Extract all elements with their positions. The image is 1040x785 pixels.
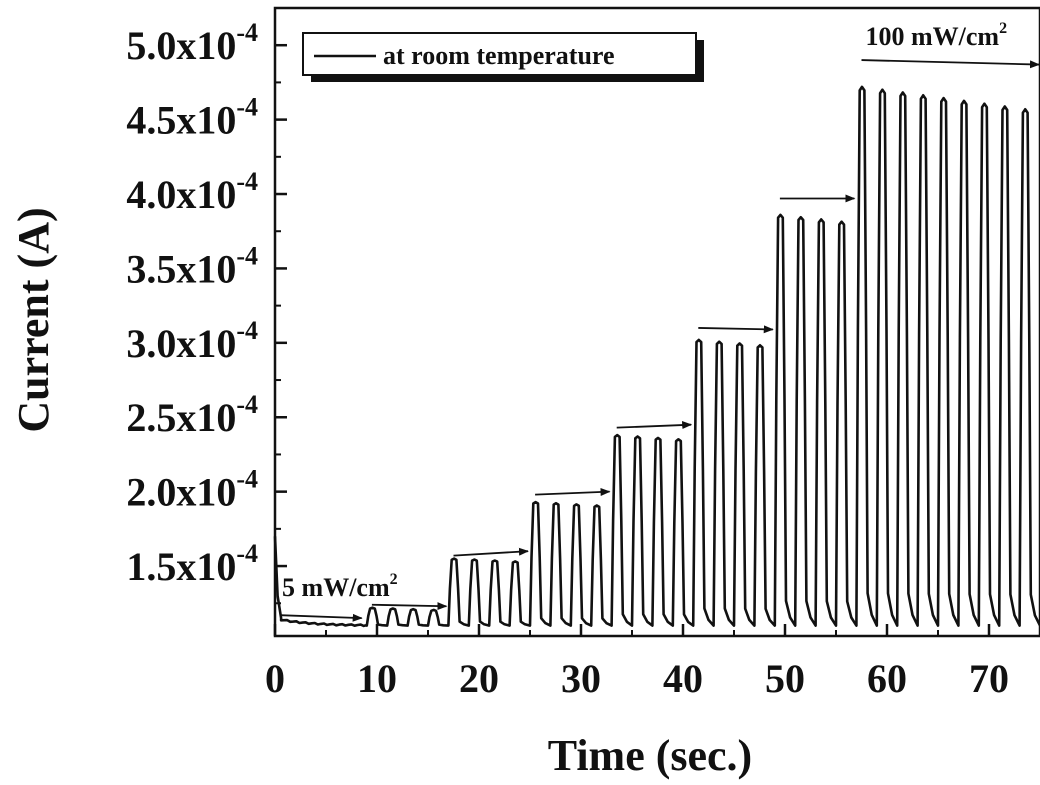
- intensity-arrow: [280, 613, 363, 622]
- intensity-annotation: 5 mW/cm2: [282, 571, 398, 602]
- y-tick-label: 3.0x10-4: [126, 316, 258, 366]
- intensity-annotation: 100 mW/cm2: [866, 20, 1008, 51]
- y-tick-mantissa: 2.5x10: [126, 395, 236, 440]
- x-tick-label: 30: [561, 656, 601, 701]
- chart-series: [273, 85, 1040, 628]
- legend-label: at room temperature: [383, 41, 615, 70]
- y-tick-exponent: -4: [236, 18, 258, 47]
- annotation-superscript: 2: [999, 20, 1007, 37]
- annotation-text: 5 mW/cm: [282, 573, 390, 602]
- plot-frame: [273, 6, 1040, 638]
- annotation-superscript: 2: [390, 571, 398, 588]
- y-axis-title: Current (A): [9, 207, 58, 432]
- y-tick-exponent: -4: [236, 465, 258, 494]
- y-tick-mantissa: 3.5x10: [126, 246, 236, 291]
- y-tick-label: 2.0x10-4: [126, 465, 258, 515]
- series-line-at-room-temperature: [273, 85, 1040, 628]
- x-tick-label: 10: [357, 656, 397, 701]
- intensity-arrow: [535, 488, 611, 497]
- y-tick-mantissa: 3.0x10: [126, 321, 236, 366]
- y-tick-exponent: -4: [236, 316, 258, 345]
- y-tick-exponent: -4: [236, 167, 258, 196]
- x-tick-label: 0: [265, 656, 285, 701]
- y-tick-mantissa: 5.0x10: [126, 23, 236, 68]
- y-tick-label: 4.5x10-4: [126, 93, 258, 143]
- x-axis-title: Time (sec.): [548, 731, 752, 780]
- y-tick-label: 1.5x10-4: [126, 539, 258, 589]
- y-tick-label: 3.5x10-4: [126, 241, 258, 291]
- intensity-arrow: [453, 547, 529, 557]
- chart-arrows: [280, 59, 1040, 622]
- intensity-arrow: [698, 325, 774, 334]
- y-tick-exponent: -4: [236, 390, 258, 419]
- x-tick-label: 50: [765, 656, 805, 701]
- y-tick-label: 5.0x10-4: [126, 18, 258, 68]
- y-tick-label: 4.0x10-4: [126, 167, 258, 217]
- intensity-arrow: [861, 59, 1040, 69]
- y-tick-exponent: -4: [236, 241, 258, 270]
- y-tick-exponent: -4: [236, 93, 258, 122]
- x-tick-label: 60: [867, 656, 907, 701]
- chart-axes: 0 10 20 30 40 50 60 701.5x10-42.0x10-42.5x10-43…: [126, 6, 1040, 701]
- x-tick-label: 20: [459, 656, 499, 701]
- x-tick-label: 70: [969, 656, 1009, 701]
- intensity-arrow: [371, 602, 448, 611]
- x-tick-label: 40: [663, 656, 703, 701]
- y-tick-mantissa: 4.5x10: [126, 98, 236, 143]
- annotation-text: 100 mW/cm: [866, 22, 1000, 51]
- y-tick-mantissa: 4.0x10: [126, 172, 236, 217]
- y-tick-mantissa: 1.5x10: [126, 544, 236, 589]
- y-tick-label: 2.5x10-4: [126, 390, 258, 440]
- legend: at room temperature: [302, 32, 704, 82]
- intensity-arrow: [616, 421, 693, 430]
- y-tick-exponent: -4: [236, 539, 258, 568]
- y-tick-mantissa: 2.0x10: [126, 470, 236, 515]
